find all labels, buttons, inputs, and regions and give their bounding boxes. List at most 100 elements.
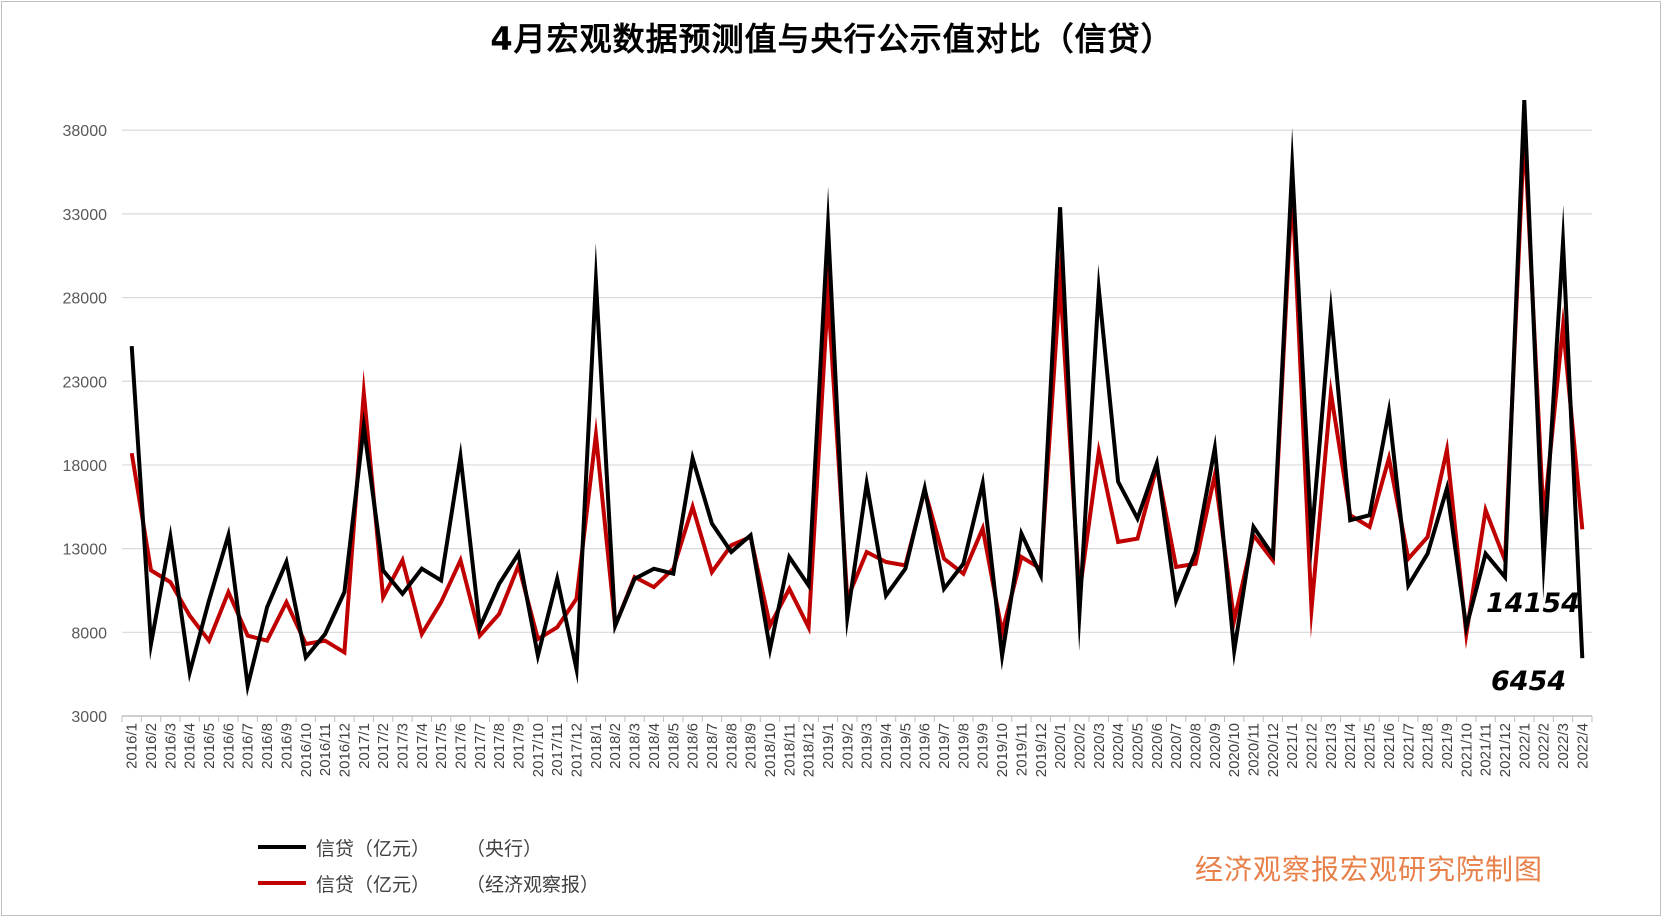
x-tick-label: 2016/6 — [220, 723, 237, 769]
x-tick-label: 2017/5 — [433, 723, 450, 769]
x-tick-label: 2019/11 — [1013, 723, 1030, 776]
y-tick-label: 23000 — [63, 374, 108, 391]
x-tick-label: 2018/4 — [646, 723, 663, 769]
x-tick-label: 2019/6 — [917, 723, 934, 769]
x-tick-label: 2016/1 — [124, 723, 141, 769]
x-tick-label: 2021/1 — [1284, 723, 1301, 769]
x-tick-label: 2017/6 — [452, 723, 469, 769]
x-tick-label: 2018/1 — [588, 723, 605, 769]
x-tick-label: 2018/9 — [743, 723, 760, 769]
x-tick-label: 2019/3 — [859, 723, 876, 769]
x-tick-label: 2016/7 — [240, 723, 257, 769]
x-tick-label: 2022/3 — [1555, 723, 1572, 769]
x-tick-label: 2020/7 — [1168, 723, 1185, 769]
x-tick-label: 2020/3 — [1091, 723, 1108, 769]
annotation-actual-value: 6454 — [1491, 666, 1566, 697]
x-tick-label: 2016/12 — [336, 723, 353, 777]
legend-label: 信贷（亿元） — [316, 873, 431, 896]
legend-source: （央行） — [466, 837, 543, 860]
x-tick-label: 2020/9 — [1207, 723, 1224, 769]
x-tick-label: 2022/2 — [1536, 723, 1553, 769]
x-tick-label: 2019/4 — [878, 723, 895, 769]
x-tick-label: 2016/4 — [182, 723, 199, 769]
x-tick-label: 2019/8 — [955, 723, 972, 769]
x-tick-label: 2019/12 — [1033, 723, 1050, 777]
x-tick-label: 2018/3 — [627, 723, 644, 769]
x-tick-label: 2017/3 — [394, 723, 411, 769]
x-tick-label: 2020/11 — [1246, 723, 1263, 776]
x-tick-label: 2018/2 — [607, 723, 624, 769]
x-tick-label: 2020/12 — [1265, 723, 1282, 777]
x-tick-label: 2021/5 — [1362, 723, 1379, 769]
x-tick-label: 2020/4 — [1110, 723, 1127, 769]
x-tick-label: 2022/1 — [1516, 723, 1533, 769]
x-tick-label: 2019/9 — [975, 723, 992, 769]
x-tick-label: 2021/6 — [1381, 723, 1398, 769]
x-tick-label: 2019/2 — [839, 723, 856, 769]
x-tick-label: 2017/12 — [569, 723, 586, 777]
annotation-forecast-value: 14154 — [1486, 588, 1580, 619]
x-tick-label: 2020/6 — [1149, 723, 1166, 769]
x-tick-label: 2018/7 — [704, 723, 721, 769]
x-tick-label: 2019/5 — [897, 723, 914, 769]
x-tick-label: 2020/1 — [1052, 723, 1069, 769]
x-tick-label: 2019/1 — [820, 723, 837, 769]
y-tick-label: 28000 — [63, 291, 108, 308]
legend-label: 信贷（亿元） — [316, 837, 431, 860]
x-tick-label: 2017/7 — [472, 723, 489, 769]
x-tick-label: 2020/10 — [1226, 723, 1243, 777]
x-tick-label: 2017/4 — [414, 723, 431, 769]
y-tick-label: 18000 — [63, 458, 108, 475]
legend-swatch-black — [258, 845, 306, 849]
x-tick-label: 2021/11 — [1478, 723, 1495, 776]
legend-source: （经济观察报） — [466, 873, 600, 896]
x-tick-label: 2019/7 — [936, 723, 953, 769]
x-tick-label: 2016/8 — [259, 723, 276, 769]
x-tick-label: 2021/4 — [1342, 723, 1359, 769]
y-tick-label: 38000 — [63, 123, 108, 140]
x-tick-label: 2016/10 — [298, 723, 315, 777]
y-tick-label: 33000 — [63, 207, 108, 224]
y-tick-label: 13000 — [63, 542, 108, 559]
x-tick-label: 2022/4 — [1574, 723, 1591, 769]
series-lines — [129, 100, 1585, 697]
x-tick-label: 2018/6 — [685, 723, 702, 769]
series-line-eeo — [129, 130, 1585, 656]
y-tick-label: 8000 — [71, 625, 107, 642]
series-line-pboc — [129, 100, 1585, 697]
x-tick-label: 2021/3 — [1323, 723, 1340, 769]
x-tick-label: 2021/7 — [1400, 723, 1417, 769]
x-tick-label: 2016/2 — [143, 723, 160, 769]
x-tick-label: 2021/10 — [1458, 723, 1475, 777]
x-tick-label: 2018/11 — [781, 723, 798, 776]
x-tick-label: 2016/11 — [317, 723, 334, 776]
x-tick-label: 2020/5 — [1129, 723, 1146, 769]
y-tick-label: 3000 — [71, 709, 107, 726]
x-tick-label: 2017/11 — [549, 723, 566, 776]
chart-credit: 经济观察报宏观研究院制图 — [1195, 853, 1544, 886]
x-tick-label: 2017/1 — [356, 723, 373, 769]
legend-swatch-red — [258, 881, 306, 885]
x-tick-label: 2018/8 — [723, 723, 740, 769]
x-tick-label: 2017/2 — [375, 723, 392, 769]
x-tick-label: 2018/12 — [801, 723, 818, 777]
legend-entry-eeo: 信贷（亿元） （经济观察报） — [258, 870, 599, 896]
x-tick-label: 2016/9 — [278, 723, 295, 769]
x-axis: 2016/1 2016/2 2016/3 2016/4 2016/5 2016/6 2016… — [121, 715, 1593, 777]
x-tick-label: 2021/9 — [1439, 723, 1456, 769]
x-tick-label: 2018/5 — [665, 723, 682, 769]
chart-title: 4月宏观数据预测值与央行公示值对比（信贷） — [490, 20, 1174, 58]
x-tick-label: 2017/9 — [511, 723, 528, 769]
legend-entry-pboc: 信贷（亿元） （央行） — [258, 834, 542, 860]
x-tick-label: 2020/8 — [1187, 723, 1204, 769]
y-axis-ticks: 3000 8000 13000 18000 23000 28000 33000 38000 — [63, 123, 108, 726]
x-tick-label: 2019/10 — [994, 723, 1011, 777]
x-tick-label: 2016/5 — [201, 723, 218, 769]
x-tick-label: 2018/10 — [762, 723, 779, 777]
x-tick-label: 2020/2 — [1071, 723, 1088, 769]
x-tick-label: 2017/8 — [491, 723, 508, 769]
x-tick-label: 2016/3 — [162, 723, 179, 769]
x-tick-label: 2017/10 — [530, 723, 547, 777]
